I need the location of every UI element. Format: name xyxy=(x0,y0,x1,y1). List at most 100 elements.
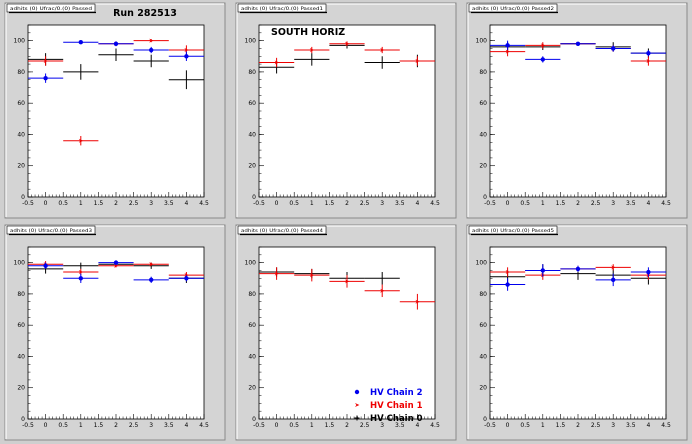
y-tick-label: 0 xyxy=(21,416,25,423)
x-tick-label: 0 xyxy=(275,422,279,429)
data-point xyxy=(133,54,169,68)
data-point xyxy=(329,275,365,288)
y-tick-label: 100 xyxy=(14,38,26,45)
data-point xyxy=(630,267,666,277)
data-point-marker xyxy=(505,43,510,48)
data-point xyxy=(63,273,99,283)
data-point-marker xyxy=(184,276,189,281)
data-point xyxy=(399,56,435,66)
stat-box: adhits (0) Ufrac/0.(0) Passed4 xyxy=(237,225,327,236)
data-point-marker xyxy=(113,260,119,265)
y-tick-label: 60 xyxy=(248,100,256,107)
x-tick-label: 3 xyxy=(380,422,384,429)
chart-panel-1: adhits (0) Ufrac/0.(0) Passed Run 282513 -… xyxy=(4,2,226,219)
data-point-marker xyxy=(575,41,581,46)
data-point-marker xyxy=(611,277,616,283)
x-tick-label: 4 xyxy=(415,200,419,207)
series-chain2 xyxy=(28,40,204,83)
data-point xyxy=(364,56,400,69)
data-point-marker xyxy=(611,265,616,270)
stat-label: adhits (0) Ufrac/0.(0) Passed2 xyxy=(472,6,554,11)
data-point-marker xyxy=(380,288,385,293)
plot-area xyxy=(258,24,436,198)
plot-area xyxy=(27,246,205,420)
data-point xyxy=(28,262,64,269)
data-point-marker xyxy=(78,138,84,143)
plot-area xyxy=(489,24,667,198)
x-tick-label: 2.5 xyxy=(129,200,139,207)
data-point-marker xyxy=(149,277,154,283)
x-tick-label: 2.5 xyxy=(360,422,370,429)
data-point xyxy=(630,56,666,66)
data-point xyxy=(525,264,561,277)
chart-title: Run 282513 xyxy=(113,8,177,19)
x-tick-label: 3.5 xyxy=(626,200,636,207)
y-tick-label: 0 xyxy=(21,194,25,201)
chart-panel-2: adhits (0) Ufrac/0.(0) Passed1 SOUTH HORI… xyxy=(235,2,457,219)
x-tick-label: 4 xyxy=(184,422,188,429)
data-point xyxy=(595,273,631,287)
x-tick-label: 1.5 xyxy=(556,422,566,429)
x-tick-label: 2 xyxy=(576,200,580,207)
data-point xyxy=(168,51,204,61)
data-point xyxy=(133,46,169,54)
data-point xyxy=(630,50,666,57)
data-point-marker xyxy=(43,263,48,268)
y-tick-label: 20 xyxy=(17,385,25,392)
y-tick-label: 100 xyxy=(245,260,257,267)
x-tick-label: 4.5 xyxy=(430,422,440,429)
y-tick-label: 100 xyxy=(14,260,26,267)
x-tick-label: 2 xyxy=(114,200,118,207)
legend-entry: HV Chain 1 xyxy=(355,401,423,411)
x-tick-label: 0.5 xyxy=(520,200,530,207)
x-tick-label: 1 xyxy=(541,422,545,429)
data-point xyxy=(28,56,64,66)
data-point-marker xyxy=(505,282,510,287)
y-tick-label: 60 xyxy=(17,322,25,329)
data-point-marker xyxy=(540,268,545,273)
data-point xyxy=(595,45,631,52)
x-tick-label: 2 xyxy=(345,200,349,207)
data-point xyxy=(329,41,365,47)
data-point xyxy=(560,41,596,46)
stat-box: adhits (0) Ufrac/0.(0) Passed3 xyxy=(6,225,96,236)
data-point-marker xyxy=(114,263,119,268)
data-point xyxy=(168,70,204,90)
series-chain1 xyxy=(259,41,435,68)
y-tick-label: 100 xyxy=(476,260,488,267)
x-tick-label: 2 xyxy=(576,422,580,429)
y-tick-label: 80 xyxy=(248,69,256,76)
legend-entry: HV Chain 0 xyxy=(354,414,423,424)
data-point xyxy=(63,40,99,45)
x-tick-label: 2.5 xyxy=(129,422,139,429)
y-tick-label: 0 xyxy=(483,194,487,201)
data-point xyxy=(399,293,435,310)
x-tick-label: 1 xyxy=(310,200,314,207)
y-tick-label: 0 xyxy=(483,416,487,423)
stat-label: adhits (0) Ufrac/0.(0) Passed3 xyxy=(10,228,92,233)
stat-box: adhits (0) Ufrac/0.(0) Passed5 xyxy=(468,225,558,236)
x-tick-label: 3 xyxy=(149,200,153,207)
x-tick-label: -0.5 xyxy=(253,422,265,429)
x-tick-label: 1.5 xyxy=(94,200,104,207)
x-tick-label: 3 xyxy=(149,422,153,429)
x-tick-label: 2.5 xyxy=(591,200,601,207)
stat-box: adhits (0) Ufrac/0.(0) Passed1 xyxy=(237,3,327,14)
x-tick-label: 1.5 xyxy=(325,422,335,429)
x-tick-label: -0.5 xyxy=(22,422,34,429)
chart-panel-6: adhits (0) Ufrac/0.(0) Passed5-0.5 0 0.5 1 1… xyxy=(466,224,688,441)
x-tick-label: 3.5 xyxy=(395,200,405,207)
y-tick-label: 60 xyxy=(479,100,487,107)
x-tick-label: 3 xyxy=(380,200,384,207)
y-tick-label: 80 xyxy=(479,69,487,76)
series-chain2 xyxy=(28,260,204,283)
y-tick-label: 40 xyxy=(17,131,25,138)
data-point xyxy=(98,48,134,61)
data-point-marker xyxy=(309,48,315,53)
data-point xyxy=(259,267,295,280)
data-point-marker xyxy=(575,266,581,272)
data-point-marker xyxy=(611,46,616,51)
stat-label: adhits (0) Ufrac/0.(0) Passed xyxy=(10,6,92,11)
x-tick-label: 0.5 xyxy=(58,422,68,429)
x-tick-label: 4.5 xyxy=(661,422,671,429)
